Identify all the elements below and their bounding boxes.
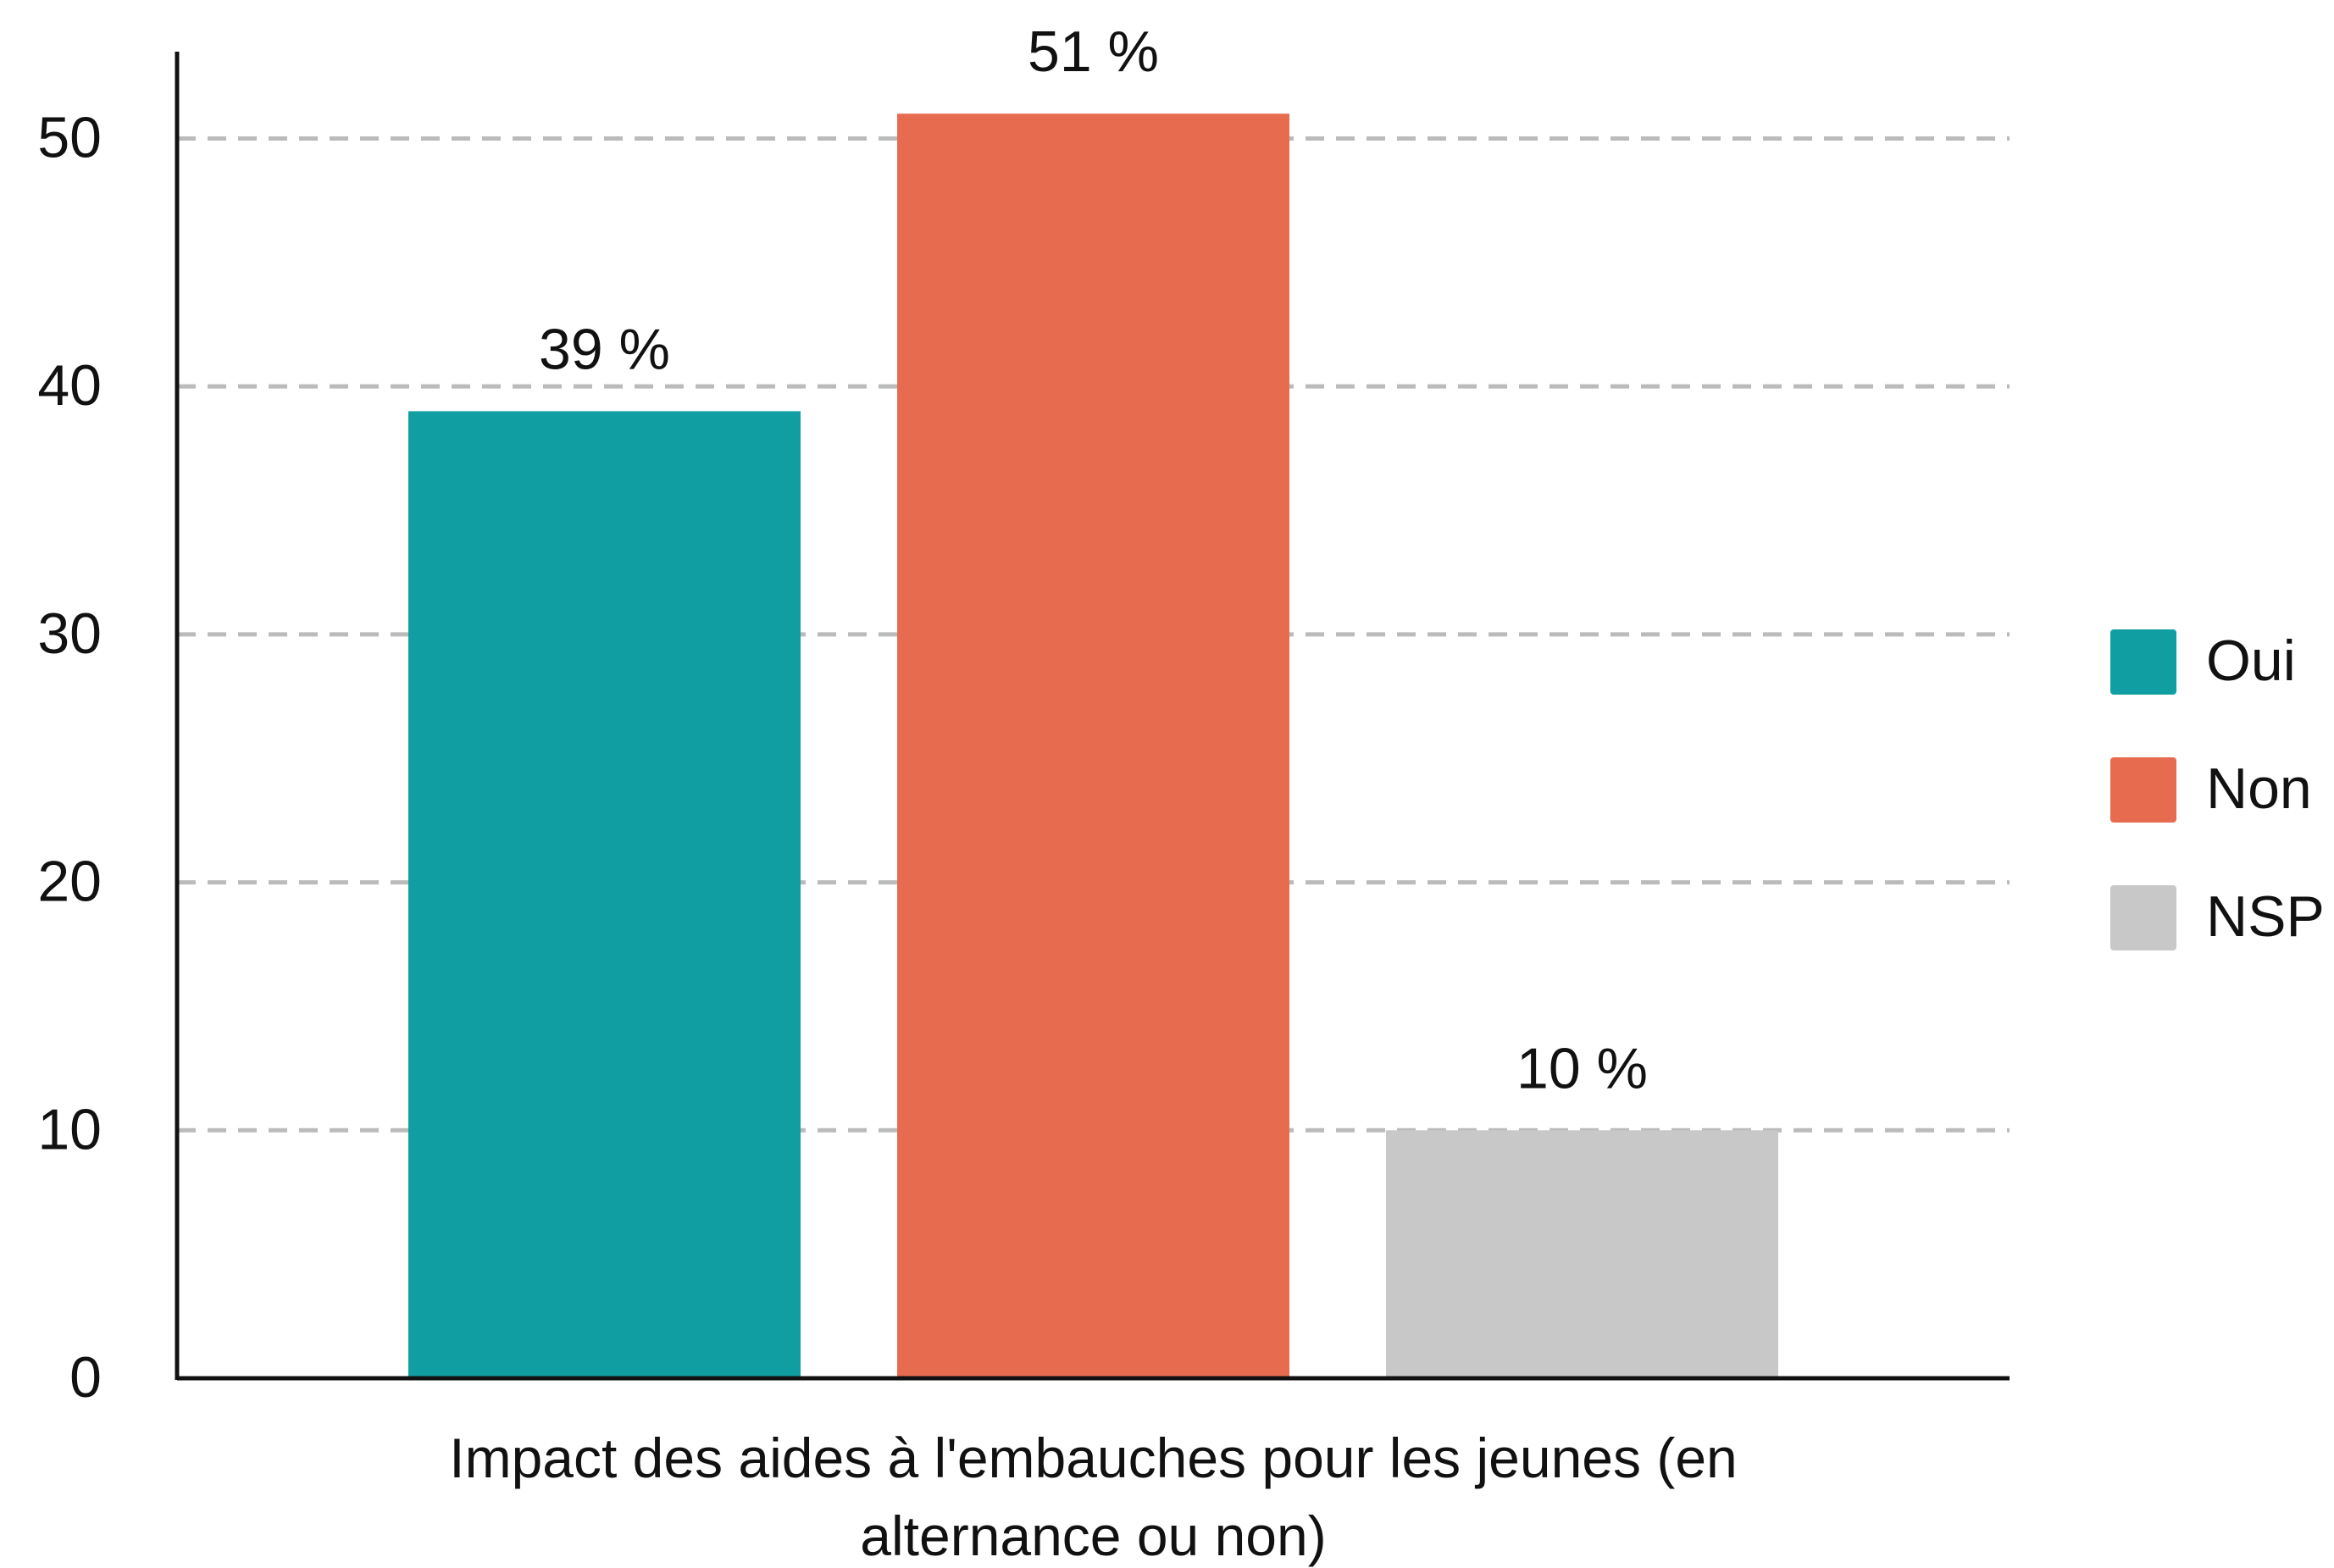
legend-label: NSP [2206,884,2325,949]
legend-swatch [2110,629,2176,695]
bar [1386,1130,1778,1378]
legend-label: Non [2206,756,2312,821]
y-tick-label: 10 [37,1097,102,1161]
x-tick-label: Impact des aides à l'embauches pour les … [449,1427,1738,1567]
bar [897,114,1289,1378]
legend-swatch [2110,757,2176,823]
bar [408,411,801,1378]
data-label: 51 % [1028,19,1159,84]
y-tick-label: 40 [37,353,102,418]
y-tick-label: 0 [69,1345,102,1410]
legend-label: Oui [2206,629,2296,693]
legend-swatch [2110,885,2176,950]
y-tick-label: 20 [37,850,102,914]
x-label-box: Impact des aides à l'embauches pour les … [449,1427,1738,1567]
data-label: 10 % [1516,1036,1648,1100]
y-tick-label: 30 [37,601,102,666]
y-tick-label: 50 [37,105,102,169]
data-label: 39 % [539,317,670,381]
